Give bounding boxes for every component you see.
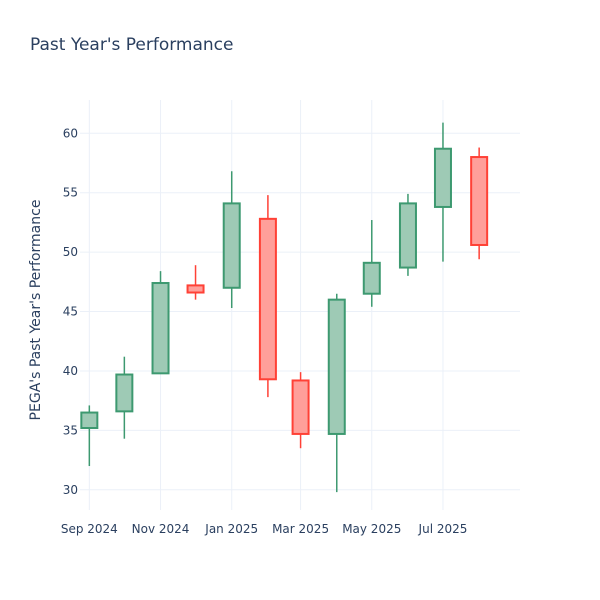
candle-increasing — [398, 193, 417, 276]
candle-body — [327, 298, 346, 435]
candle-increasing — [115, 356, 134, 439]
y-tick-label: 35 — [63, 423, 78, 437]
x-tick-label: May 2025 — [342, 522, 401, 536]
x-tick-label: Nov 2024 — [132, 522, 190, 536]
candle-body — [151, 282, 170, 375]
candle-body — [362, 261, 381, 295]
y-tick-label: 55 — [63, 186, 78, 200]
y-tick-label: 40 — [63, 364, 78, 378]
x-tick-label: Jul 2025 — [418, 522, 468, 536]
y-tick-label: 50 — [63, 245, 78, 259]
candle-decreasing — [258, 195, 277, 398]
x-tick-label: Mar 2025 — [272, 522, 329, 536]
y-tick-label: 30 — [63, 483, 78, 497]
candle-body — [398, 202, 417, 269]
candle-increasing — [362, 220, 381, 307]
candle-body — [222, 202, 241, 289]
candle-body — [115, 373, 134, 413]
candle-increasing — [222, 171, 241, 308]
y-axis-title: PEGA's Past Year's Performance — [28, 200, 44, 421]
candle-body — [470, 156, 489, 246]
candle-decreasing — [186, 265, 205, 300]
x-tick-label: Jan 2025 — [204, 522, 258, 536]
candle-body — [433, 147, 452, 208]
chart-title: Past Year's Performance — [30, 35, 234, 55]
candles — [80, 122, 489, 493]
candle-body — [258, 217, 277, 381]
candle-increasing — [80, 405, 99, 467]
candle-decreasing — [470, 147, 489, 260]
candle-body — [291, 379, 310, 435]
y-axis-ticks: 30 35 40 45 50 55 60 — [63, 126, 78, 497]
candle-decreasing — [291, 372, 310, 449]
candle-increasing — [151, 271, 170, 375]
y-tick-label: 60 — [63, 126, 78, 140]
x-axis-ticks: Sep 2024 Nov 2024 Jan 2025 Mar 2025 May 2025… — [61, 522, 468, 536]
y-tick-label: 45 — [63, 305, 78, 319]
candle-increasing — [433, 122, 452, 262]
candle-increasing — [327, 293, 346, 493]
candle-body — [186, 284, 205, 294]
candle-body — [80, 411, 99, 429]
x-tick-label: Sep 2024 — [61, 522, 118, 536]
